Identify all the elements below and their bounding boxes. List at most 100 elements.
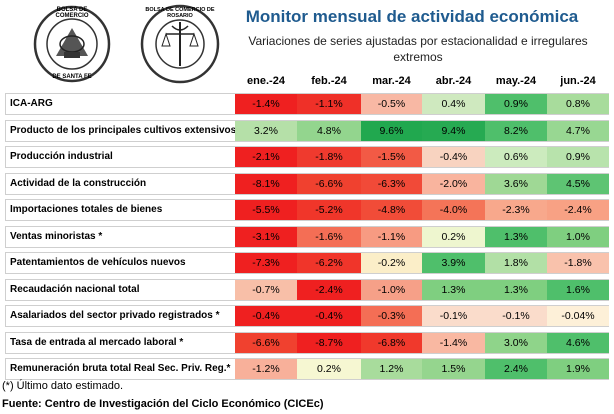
row-label: Asalariados del sector privado registrad…	[10, 310, 220, 321]
value-cell: -0.4%	[235, 306, 297, 326]
value-cell: -0.04%	[547, 306, 609, 326]
value-cell: -1.8%	[547, 253, 609, 273]
value-cell: 9.6%	[361, 120, 422, 141]
value-cell: 9.4%	[422, 120, 485, 141]
value-cell: -7.3%	[235, 253, 297, 273]
value-cell: -6.2%	[297, 253, 361, 273]
table-row: Tasa de entrada al mercado laboral * -6.6…	[5, 331, 609, 354]
logo-icons	[33, 4, 220, 84]
value-cell: 1.0%	[547, 226, 609, 247]
value-cell: -0.4%	[422, 147, 485, 167]
value-cell: -5.5%	[235, 200, 297, 220]
source-note: Fuente: Centro de Investigación del Cicl…	[2, 398, 324, 410]
value-cell: 0.4%	[422, 94, 485, 114]
table-row: Actividad de la construcción -8.1% -6.6% -6…	[5, 172, 609, 195]
table-row: Remuneración bruta total Real Sec. Priv.…	[5, 358, 609, 380]
value-cell: -2.0%	[422, 173, 485, 194]
month-header: ene.-24	[247, 75, 285, 87]
bolsa-santa-fe-text-top: BOLSA DE COMERCIO	[55, 7, 89, 19]
table-row: Producto de los principales cultivos ext…	[5, 119, 609, 142]
row-label: Patentamientos de vehículos nuevos	[10, 257, 186, 268]
value-cell: -1.5%	[361, 147, 422, 167]
value-cell: -2.4%	[547, 200, 609, 220]
value-cell: 1.9%	[547, 359, 609, 379]
subtitle-line-1: Variaciones de series ajustadas por esta…	[248, 34, 588, 48]
value-cell: -8.1%	[235, 173, 297, 194]
value-cell: 2.4%	[485, 359, 547, 379]
value-cell: 4.5%	[547, 173, 609, 194]
row-label: Remuneración bruta total Real Sec. Priv.…	[10, 363, 231, 374]
value-cell: 0.2%	[422, 226, 485, 247]
value-cell: 0.9%	[547, 147, 609, 167]
value-cell: -2.1%	[235, 147, 297, 167]
month-header: mar.-24	[372, 75, 411, 87]
month-header: feb.-24	[311, 75, 347, 87]
value-cell: -2.3%	[485, 200, 547, 220]
value-cell: 0.9%	[485, 94, 547, 114]
bolsa-rosario-text: BOLSA DE COMERCIO DE ROSARIO	[145, 7, 215, 19]
row-label: Recaudación nacional total	[10, 283, 140, 295]
row-label: Producto de los principales cultivos ext…	[10, 124, 237, 136]
value-cell: 3.9%	[422, 253, 485, 273]
value-cell: 1.5%	[422, 359, 485, 379]
subtitle-line-2: extremos	[393, 50, 443, 64]
value-cell: 4.7%	[547, 120, 609, 141]
month-header: abr.-24	[435, 75, 472, 87]
row-label: ICA-ARG	[10, 98, 53, 109]
value-cell: -0.1%	[485, 306, 547, 326]
value-cell: 1.3%	[422, 279, 485, 300]
value-cell: 4.6%	[547, 332, 609, 353]
value-cell: -4.8%	[361, 200, 422, 220]
row-label: Producción industrial	[10, 151, 113, 162]
value-cell: -1.4%	[422, 332, 485, 353]
row-label: Importaciones totales de bienes	[10, 204, 163, 215]
value-cell: 3.0%	[485, 332, 547, 353]
value-cell: 3.6%	[485, 173, 547, 194]
value-cell: 0.6%	[485, 147, 547, 167]
row-label: Actividad de la construcción	[10, 177, 147, 189]
page-subtitle: Variaciones de series ajustadas por esta…	[230, 33, 606, 65]
footnote: (*) Último dato estimado.	[2, 380, 124, 392]
value-cell: 3.2%	[235, 120, 297, 141]
month-header: jun.-24	[560, 75, 596, 87]
row-label: Tasa de entrada al mercado laboral *	[10, 336, 184, 348]
value-cell: 0.2%	[297, 359, 361, 379]
table-row: Recaudación nacional total -0.7% -2.4% -1.0…	[5, 278, 609, 301]
bolsa-santa-fe-logo-icon	[33, 5, 111, 83]
bolsa-santa-fe-text-bottom: DE SANTA FE	[52, 74, 92, 80]
table-row: Patentamientos de vehículos nuevos -7.3% -…	[5, 252, 609, 274]
value-cell: -0.1%	[422, 306, 485, 326]
value-cell: -3.1%	[235, 226, 297, 247]
value-cell: -6.3%	[361, 173, 422, 194]
value-cell: -6.6%	[297, 173, 361, 194]
table-row: ICA-ARG -1.4% -1.1% -0.5% 0.4% 0.9% 0.8%	[5, 93, 609, 115]
value-cell: -0.3%	[361, 306, 422, 326]
row-label: Ventas minoristas *	[10, 230, 103, 242]
value-cell: -1.1%	[361, 226, 422, 247]
logos: BOLSA DE COMERCIO DE SANTA FE BOLSA DE C…	[20, 4, 220, 88]
value-cell: -0.2%	[361, 253, 422, 273]
value-cell: 1.3%	[485, 226, 547, 247]
value-cell: -1.4%	[235, 94, 297, 114]
value-cell: -0.5%	[361, 94, 422, 114]
value-cell: -2.4%	[297, 279, 361, 300]
value-cell: -1.0%	[361, 279, 422, 300]
table-row: Producción industrial -2.1% -1.8% -1.5% -0.4…	[5, 146, 609, 168]
value-cell: 8.2%	[485, 120, 547, 141]
value-cell: 1.8%	[485, 253, 547, 273]
bolsa-rosario-logo-icon	[140, 4, 220, 84]
value-cell: -1.1%	[297, 94, 361, 114]
value-cell: -1.8%	[297, 147, 361, 167]
value-cell: 1.6%	[547, 279, 609, 300]
table-row: Importaciones totales de bienes -5.5% -5.2…	[5, 199, 609, 221]
table-row: Asalariados del sector privado registrad…	[5, 305, 609, 327]
value-cell: -0.4%	[297, 306, 361, 326]
value-cell: -6.6%	[235, 332, 297, 353]
value-cell: -8.7%	[297, 332, 361, 353]
value-cell: 1.2%	[361, 359, 422, 379]
value-cell: 1.3%	[485, 279, 547, 300]
value-cell: -1.6%	[297, 226, 361, 247]
month-header: may.-24	[495, 75, 537, 87]
value-cell: -1.2%	[235, 359, 297, 379]
value-cell: -5.2%	[297, 200, 361, 220]
